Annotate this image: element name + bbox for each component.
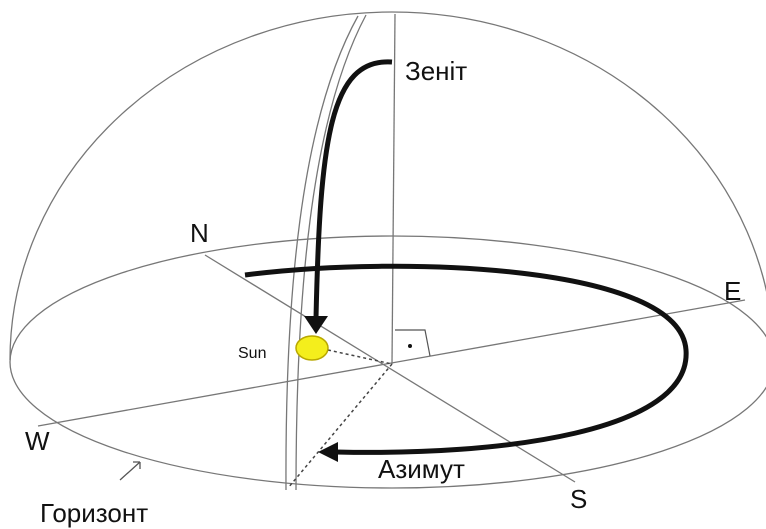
zenith-axis xyxy=(392,14,395,364)
sun-label: Sun xyxy=(238,345,266,362)
south-label: S xyxy=(570,484,587,514)
north-south-axis xyxy=(205,255,575,482)
azimuth-label: Азимут xyxy=(378,454,465,484)
horizon-pointer xyxy=(120,462,140,480)
zenith-label: Зеніт xyxy=(405,56,467,86)
right-angle-mark xyxy=(395,330,430,356)
sun-line xyxy=(328,350,392,364)
meridian-inner xyxy=(296,15,366,490)
zenith-arrowhead xyxy=(304,316,328,334)
azimuth-arrowhead xyxy=(318,442,338,462)
east-label: E xyxy=(724,276,741,306)
north-label: N xyxy=(190,218,209,248)
horizon-label: Горизонт xyxy=(40,498,148,528)
zenith-arrow xyxy=(316,62,392,318)
azimuth-line xyxy=(288,364,392,488)
diagram: Зеніт N E W S Sun Азимут Горизонт xyxy=(0,0,766,529)
sun xyxy=(296,336,328,360)
right-angle-dot xyxy=(408,344,412,348)
west-label: W xyxy=(25,426,50,456)
